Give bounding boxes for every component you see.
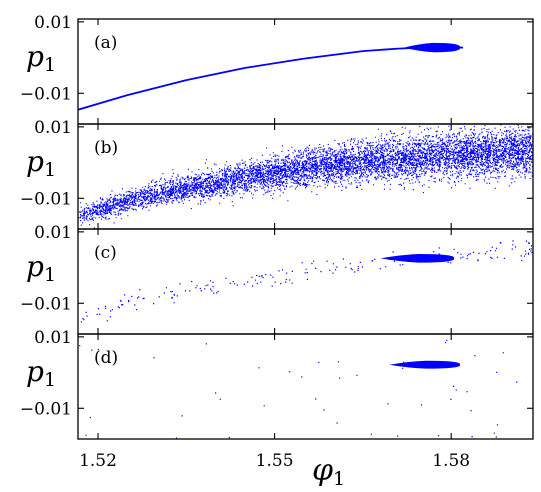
y-axis-label: p1 (26, 250, 56, 286)
y-axis-symbol: p (26, 145, 44, 178)
x-axis-subscript: 1 (333, 468, 345, 490)
panel-tag: (a) (94, 33, 117, 53)
y-tick-label: −0.01 (20, 189, 72, 209)
y-axis-subscript: 1 (44, 369, 56, 391)
sparse-points (80, 240, 533, 323)
y-axis-symbol: p (26, 355, 44, 388)
x-axis-symbol: φ (312, 453, 333, 488)
y-axis-label: p1 (26, 355, 56, 391)
x-axis-label: φ1 (312, 453, 345, 490)
y-tick-label: 0.01 (34, 328, 72, 348)
y-axis-subscript: 1 (44, 54, 56, 76)
panel-tag: (c) (94, 243, 117, 263)
y-axis-symbol: p (26, 250, 44, 283)
y-axis-subscript: 1 (44, 159, 56, 181)
y-tick-label: −0.01 (20, 294, 72, 314)
y-axis-label: p1 (26, 40, 56, 76)
panel-b: 0.01 −0.01 p1 (b) (20, 118, 534, 230)
x-tick-label: 1.55 (256, 451, 294, 471)
panels-layer: 0.01−0.01p1(a)0.01−0.01p1(b)0.01−0.01p1(… (20, 13, 534, 440)
island-blob (404, 42, 461, 53)
island-blob (389, 360, 461, 369)
panel-frame (77, 18, 534, 125)
panel-frame (77, 228, 534, 335)
y-axis-label: p1 (26, 145, 56, 181)
y-axis-symbol: p (26, 40, 44, 73)
data-points-a (78, 42, 464, 111)
panel-tag: (d) (94, 348, 118, 368)
trajectory-curve (78, 46, 464, 111)
panel-frame (77, 123, 534, 230)
data-points-b (78, 124, 533, 229)
y-tick-label: −0.01 (20, 399, 72, 419)
y-tick-label: −0.01 (20, 84, 72, 104)
data-points-c (80, 240, 533, 323)
x-axis: 1.52 1.55 1.58 (79, 451, 470, 471)
y-axis-subscript: 1 (44, 264, 56, 286)
x-tick-label: 1.58 (432, 451, 470, 471)
island-blob (380, 254, 455, 263)
panel-a: 0.01 −0.01 p1 (a) (20, 13, 534, 125)
panel-c: 0.01 −0.01 p1 (c) (20, 223, 534, 335)
panel-frame (77, 333, 534, 440)
y-tick-label: 0.01 (34, 223, 72, 243)
data-points-d (79, 339, 518, 439)
sparse-points (79, 339, 518, 439)
y-tick-label: 0.01 (34, 118, 72, 138)
y-tick-label: 0.01 (34, 13, 72, 33)
panel-d: 0.01 −0.01 p1 (d) (20, 328, 534, 440)
scatter-band (78, 124, 533, 229)
panel-tag: (b) (94, 138, 118, 158)
x-tick-label: 1.52 (79, 451, 117, 471)
